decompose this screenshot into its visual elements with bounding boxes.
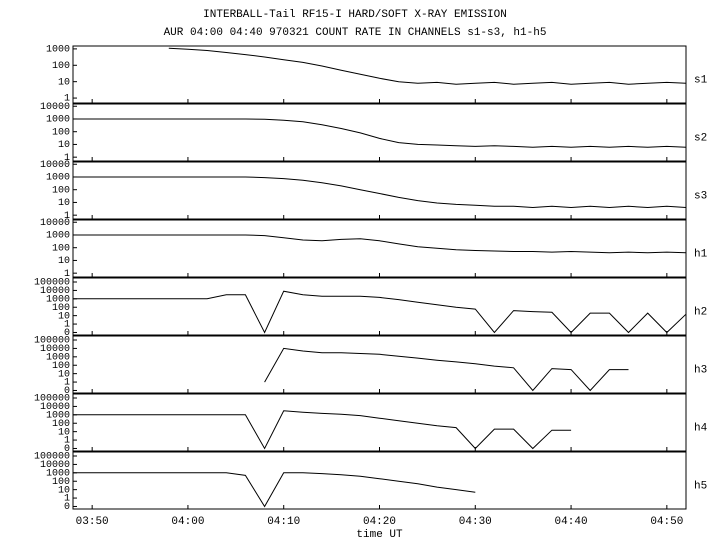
y-tick-label: 0 [64, 502, 70, 513]
series-label: h3 [694, 364, 707, 376]
x-axis-label: time UT [356, 529, 403, 541]
series-line [73, 472, 476, 508]
x-tick-label: 04:20 [363, 516, 396, 528]
y-tick-label: 1000 [46, 352, 70, 363]
series-label: s1 [694, 74, 708, 86]
x-tick-label: 04:00 [171, 516, 204, 528]
y-tick-label: 1 [64, 320, 70, 331]
x-tick-label: 04:50 [650, 516, 683, 528]
y-tick-label: 10000 [40, 218, 70, 229]
y-tick-label: 1000 [46, 410, 70, 421]
y-tick-label: 10000 [40, 402, 70, 413]
y-tick-label: 10 [58, 311, 70, 322]
y-tick-label: 100 [52, 127, 70, 138]
y-tick-label: 100000 [34, 394, 70, 405]
x-tick-label: 03:50 [76, 516, 109, 528]
y-tick-label: 10000 [40, 102, 70, 113]
series-line [73, 410, 572, 450]
series-label: s2 [694, 132, 707, 144]
y-tick-label: 10 [58, 198, 70, 209]
x-tick-label: 04:10 [267, 516, 300, 528]
y-tick-label: 1 [64, 436, 70, 447]
y-tick-label: 100 [52, 61, 70, 72]
y-tick-label: 0 [64, 444, 70, 455]
chart-subtitle: AUR 04:00 04:40 970321 COUNT RATE IN CHA… [164, 27, 547, 39]
y-tick-label: 1000 [46, 115, 70, 126]
series-label: h1 [694, 248, 708, 260]
y-tick-label: 1 [64, 269, 70, 280]
series-label: h4 [694, 422, 708, 434]
y-tick-label: 10 [58, 77, 70, 88]
y-tick-label: 100 [52, 185, 70, 196]
series-label: h2 [694, 306, 707, 318]
y-tick-label: 100 [52, 303, 70, 314]
y-tick-label: 10 [58, 485, 70, 496]
series-line [73, 290, 687, 334]
y-tick-label: 10000 [40, 160, 70, 171]
y-tick-label: 0 [64, 386, 70, 397]
series-line [264, 347, 629, 392]
y-tick-label: 100 [52, 477, 70, 488]
series-label: s3 [694, 190, 707, 202]
y-tick-label: 100 [52, 419, 70, 430]
series-line [73, 234, 687, 254]
y-tick-label: 10 [58, 140, 70, 151]
y-tick-label: 10000 [40, 286, 70, 297]
y-tick-label: 100 [52, 243, 70, 254]
y-tick-label: 10 [58, 427, 70, 438]
x-tick-label: 04:30 [459, 516, 492, 528]
y-tick-label: 1000 [46, 231, 70, 242]
series-line [73, 118, 687, 148]
x-tick-label: 04:40 [555, 516, 588, 528]
y-tick-label: 1000 [46, 294, 70, 305]
y-tick-label: 1000 [46, 173, 70, 184]
y-tick-label: 1 [64, 153, 70, 164]
y-tick-label: 10 [58, 256, 70, 267]
series-line [168, 47, 687, 85]
y-tick-label: 1 [64, 494, 70, 505]
y-tick-label: 1 [64, 94, 70, 105]
y-tick-label: 10000 [40, 344, 70, 355]
y-tick-label: 1000 [46, 45, 70, 56]
series-label: h5 [694, 480, 707, 492]
chart-title: INTERBALL-Tail RF15-I HARD/SOFT X-RAY EM… [203, 9, 507, 21]
series-line [73, 176, 687, 209]
y-tick-label: 10 [58, 369, 70, 380]
y-tick-label: 0 [64, 328, 70, 339]
y-tick-label: 1 [64, 211, 70, 222]
y-tick-label: 10000 [40, 460, 70, 471]
y-tick-label: 1 [64, 378, 70, 389]
y-tick-label: 1000 [46, 468, 70, 479]
y-tick-label: 100000 [34, 336, 70, 347]
y-tick-label: 100000 [34, 452, 70, 463]
y-tick-label: 100 [52, 361, 70, 372]
y-tick-label: 100000 [34, 278, 70, 289]
